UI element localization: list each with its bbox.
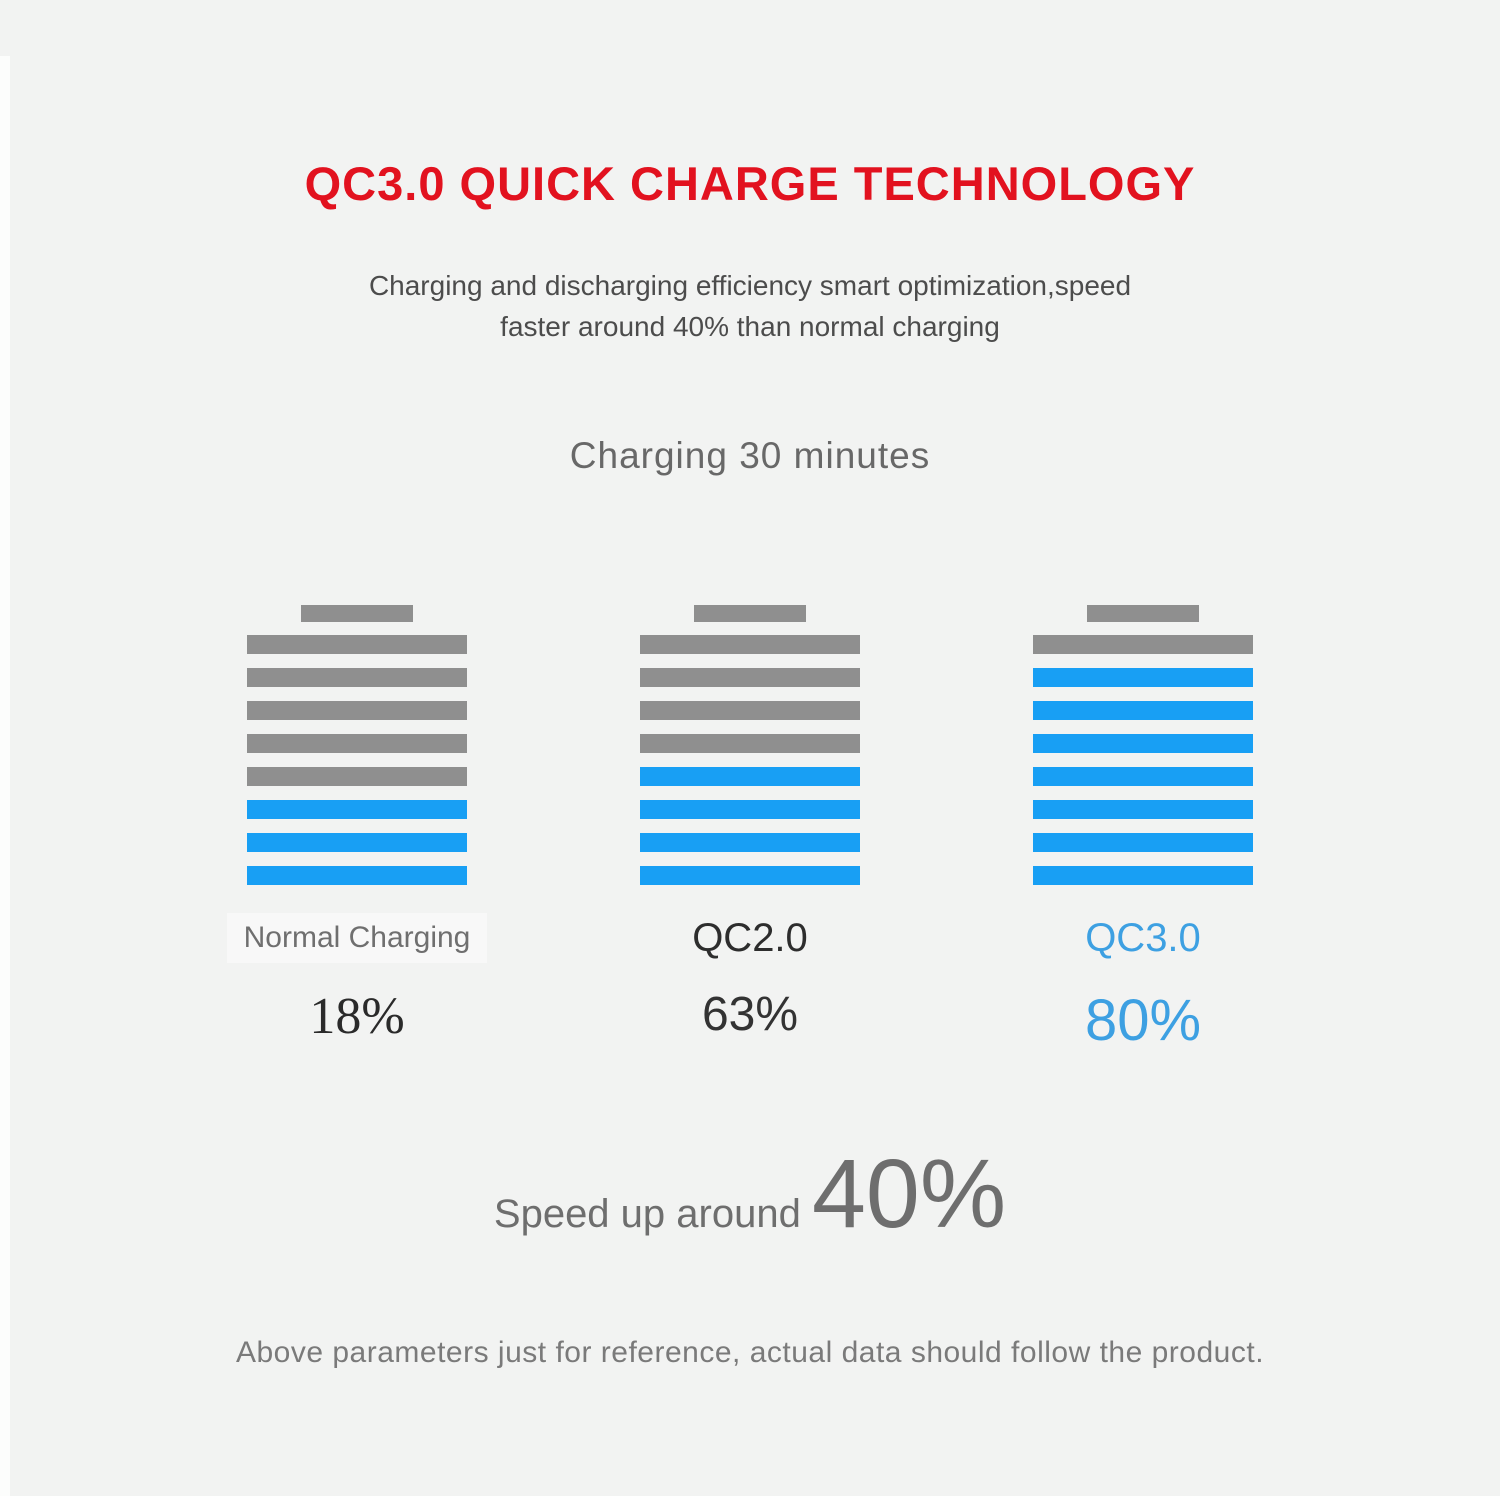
battery-label: Normal Charging bbox=[227, 913, 487, 963]
battery-icon bbox=[1033, 605, 1253, 885]
battery-bars bbox=[640, 635, 860, 885]
battery-segment-fill bbox=[247, 833, 467, 852]
battery-icon bbox=[640, 605, 860, 885]
battery-segment-empty bbox=[247, 767, 467, 786]
chart-title: Charging 30 minutes bbox=[569, 435, 931, 476]
battery-value: 18% bbox=[309, 988, 405, 1045]
battery-segment-fill bbox=[247, 866, 467, 885]
page-title: QC3.0 QUICK CHARGE TECHNOLOGY bbox=[304, 157, 1196, 210]
battery-cap bbox=[301, 605, 413, 622]
battery-value: 63% bbox=[701, 988, 799, 1041]
battery-label: QC2.0 bbox=[692, 916, 808, 960]
battery-segment-fill bbox=[1033, 866, 1253, 885]
battery-segment-empty bbox=[247, 701, 467, 720]
battery-icon bbox=[247, 605, 467, 885]
subtitle: Charging and discharging efficiency smar… bbox=[0, 265, 1500, 347]
footer-note: Above parameters just for reference, act… bbox=[235, 1336, 1265, 1369]
battery-segment-empty bbox=[640, 701, 860, 720]
battery-value: 80% bbox=[1084, 988, 1202, 1053]
battery-segment-empty bbox=[1033, 635, 1253, 654]
battery-cap bbox=[1087, 605, 1199, 622]
battery-column-qc2: QC2.0 63% bbox=[620, 605, 880, 1054]
battery-segment-empty bbox=[247, 668, 467, 687]
battery-segment-empty bbox=[247, 635, 467, 654]
battery-segment-fill bbox=[1033, 734, 1253, 753]
battery-segment-empty bbox=[640, 635, 860, 654]
battery-cap bbox=[694, 605, 806, 622]
subtitle-line-1: Charging and discharging efficiency smar… bbox=[368, 270, 1132, 301]
battery-segment-empty bbox=[247, 734, 467, 753]
battery-segment-fill bbox=[640, 767, 860, 786]
battery-chart: Normal Charging 18% QC2.0 63% QC3.0 80% bbox=[0, 605, 1500, 1054]
speedup-text: Speed up around 40% bbox=[0, 1138, 1500, 1250]
speedup-value: 40% bbox=[811, 1139, 1007, 1248]
subtitle-line-2: faster around 40% than normal charging bbox=[500, 311, 1000, 342]
battery-column-qc3: QC3.0 80% bbox=[1013, 605, 1273, 1054]
battery-segment-fill bbox=[640, 866, 860, 885]
battery-segment-fill bbox=[1033, 800, 1253, 819]
battery-bars bbox=[1033, 635, 1253, 885]
speedup-prefix: Speed up around bbox=[493, 1192, 801, 1236]
battery-segment-fill bbox=[1033, 767, 1253, 786]
battery-segment-empty bbox=[640, 668, 860, 687]
battery-column-normal: Normal Charging 18% bbox=[227, 605, 487, 1054]
battery-segment-fill bbox=[640, 833, 860, 852]
battery-bars bbox=[247, 635, 467, 885]
battery-segment-fill bbox=[640, 800, 860, 819]
battery-segment-fill bbox=[247, 800, 467, 819]
battery-segment-fill bbox=[1033, 668, 1253, 687]
battery-segment-empty bbox=[640, 734, 860, 753]
battery-segment-fill bbox=[1033, 833, 1253, 852]
left-edge-highlight bbox=[0, 56, 10, 1496]
battery-label: QC3.0 bbox=[1085, 916, 1201, 960]
battery-segment-fill bbox=[1033, 701, 1253, 720]
